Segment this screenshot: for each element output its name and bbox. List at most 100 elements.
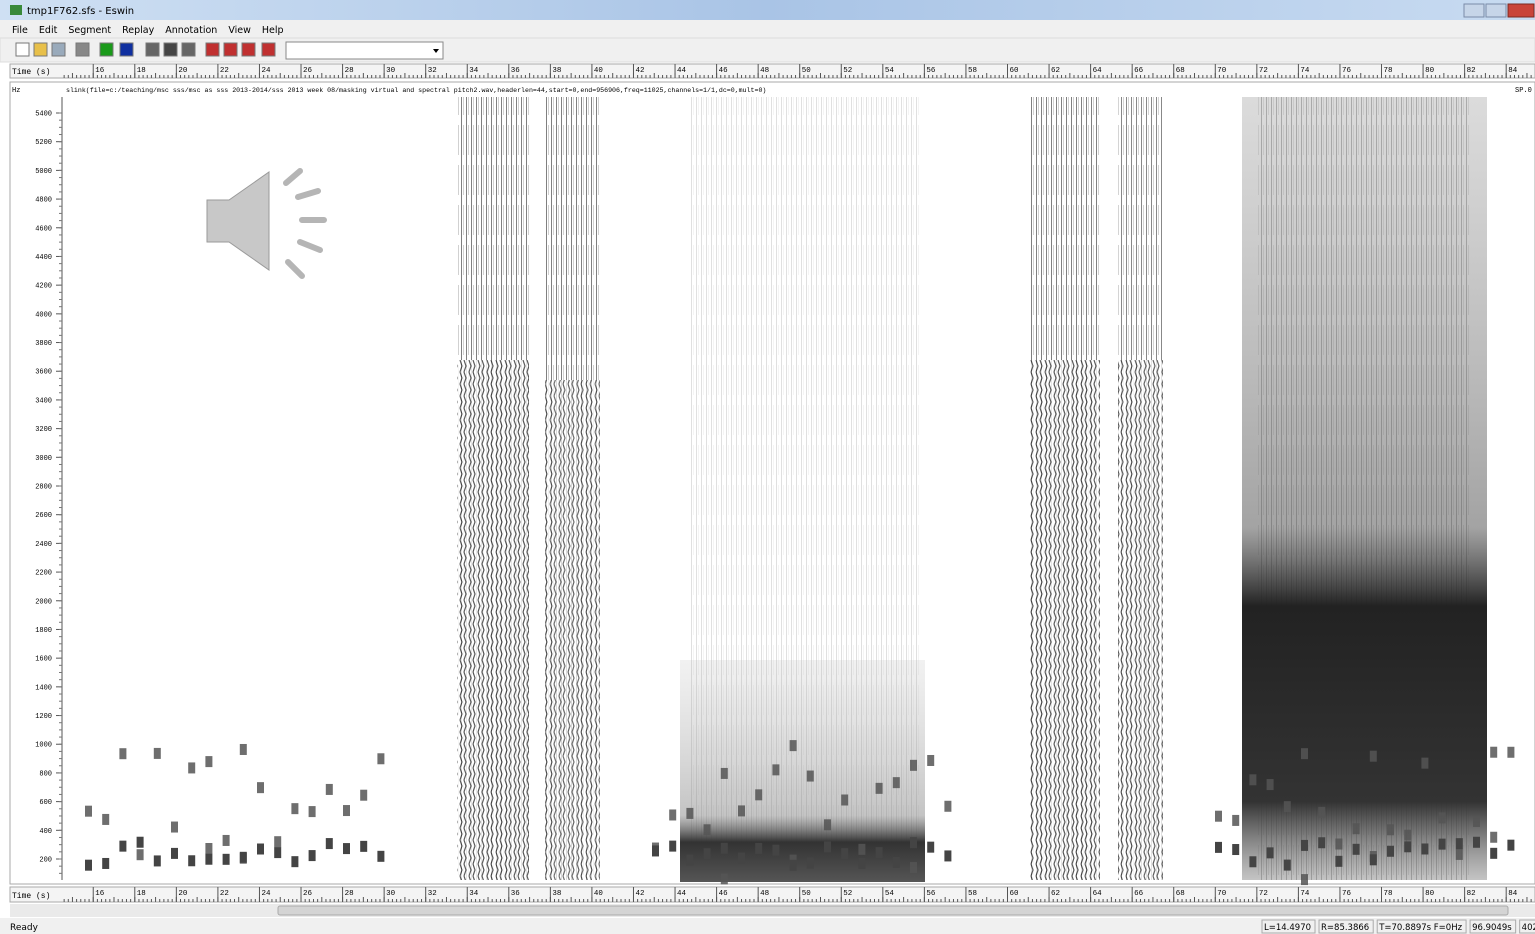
tone-patch — [1267, 847, 1274, 858]
time-tick-label: 38 — [552, 890, 561, 898]
time-tick-label: 84 — [1508, 890, 1518, 898]
toolbar-button[interactable] — [100, 43, 113, 56]
freq-tick-label: 200 — [39, 857, 52, 865]
tone-patch — [893, 857, 900, 868]
time-tick-label: 32 — [428, 890, 437, 898]
time-tick-label: 62 — [1051, 890, 1060, 898]
tone-patch — [171, 848, 178, 859]
tone-patch — [721, 873, 728, 884]
maximize-button[interactable] — [1486, 4, 1506, 17]
tone-patch — [223, 835, 230, 846]
tone-patch — [326, 784, 333, 795]
scrollbar-thumb[interactable] — [278, 906, 1508, 915]
time-tick-label: 44 — [677, 890, 687, 898]
time-tick-label: 24 — [261, 67, 271, 75]
toolbar-button[interactable] — [34, 43, 47, 56]
tone-patch — [1473, 816, 1480, 827]
time-tick-label: 38 — [552, 67, 561, 75]
tone-patch — [360, 841, 367, 852]
tone-patch — [807, 771, 814, 782]
freq-tick-label: 5000 — [35, 168, 52, 176]
time-tick-label: 56 — [926, 890, 936, 898]
toolbar-button[interactable] — [146, 43, 159, 56]
time-tick-label: 48 — [760, 890, 769, 898]
tone-patch — [309, 850, 316, 861]
freq-tick-label: 3400 — [35, 397, 52, 405]
time-tick-label: 18 — [137, 67, 146, 75]
tone-patch — [807, 858, 814, 869]
time-tick-label: 60 — [1009, 67, 1019, 75]
tone-patch — [876, 783, 883, 794]
tone-patch — [721, 843, 728, 854]
toolbar-button[interactable] — [262, 43, 275, 56]
tone-patch — [704, 848, 711, 859]
toolbar-button[interactable] — [182, 43, 195, 56]
tone-patch — [85, 806, 92, 817]
tone-patch — [274, 836, 281, 847]
toolbar-button[interactable] — [206, 43, 219, 56]
menu-item[interactable]: Segment — [68, 25, 111, 36]
tone-patch — [652, 845, 659, 856]
tone-patch — [1421, 758, 1428, 769]
tone-patch — [326, 838, 333, 849]
tone-patch — [1335, 856, 1342, 867]
freq-tick-label: 1000 — [35, 742, 52, 750]
time-tick-label: 16 — [95, 890, 105, 898]
toolbar-button[interactable] — [76, 43, 89, 56]
freq-tick-label: 5200 — [35, 139, 52, 147]
time-tick-label: 26 — [303, 890, 313, 898]
toolbar-button[interactable] — [16, 43, 29, 56]
toolbar-button[interactable] — [164, 43, 177, 56]
info-right: SP.0 — [1515, 87, 1532, 95]
toolbar-button[interactable] — [120, 43, 133, 56]
tone-patch — [1284, 860, 1291, 871]
time-tick-label: 22 — [220, 67, 229, 75]
tone-patch — [85, 860, 92, 871]
tone-patch — [790, 740, 797, 751]
toolbar-button[interactable] — [52, 43, 65, 56]
time-tick-label: 22 — [220, 890, 229, 898]
tone-patch — [154, 855, 161, 866]
tone-patch — [274, 847, 281, 858]
toolbar-button[interactable] — [224, 43, 237, 56]
menu-item[interactable]: Edit — [39, 25, 58, 36]
tone-patch — [927, 755, 934, 766]
freq-tick-label: 4000 — [35, 311, 52, 319]
menu-item[interactable]: Annotation — [165, 25, 217, 36]
time-tick-label: 46 — [719, 67, 729, 75]
menu-item[interactable]: Help — [262, 25, 284, 36]
tone-patch — [360, 790, 367, 801]
menu-item[interactable]: File — [12, 25, 28, 36]
toolbar-button[interactable] — [242, 43, 255, 56]
menu-item[interactable]: Replay — [122, 25, 155, 36]
tone-patch — [790, 860, 797, 871]
tone-patch — [343, 805, 350, 816]
minimize-button[interactable] — [1464, 4, 1484, 17]
tone-patch — [1301, 748, 1308, 759]
tone-patch — [1456, 838, 1463, 849]
time-tick-label: 68 — [1176, 67, 1185, 75]
time-tick-label: 54 — [885, 890, 895, 898]
tone-patch — [1439, 839, 1446, 850]
tone-patch — [205, 756, 212, 767]
tone-patch — [377, 851, 384, 862]
tone-patch — [841, 794, 848, 805]
tone-patch — [1353, 844, 1360, 855]
tone-patch — [1232, 815, 1239, 826]
tone-patch — [1249, 774, 1256, 785]
freq-tick-label: 3600 — [35, 369, 52, 377]
freq-tick-label: 5400 — [35, 111, 52, 119]
menu-item[interactable]: View — [228, 25, 251, 36]
tone-patch — [119, 841, 126, 852]
time-tick-label: 48 — [760, 67, 769, 75]
tone-patch — [1490, 848, 1497, 859]
close-button[interactable] — [1508, 4, 1534, 17]
tone-patch — [223, 854, 230, 865]
tone-patch — [1335, 839, 1342, 850]
tone-patch — [1370, 854, 1377, 865]
time-tick-label: 74 — [1300, 67, 1310, 75]
dropdown[interactable] — [286, 42, 443, 59]
time-tick-label: 56 — [926, 67, 936, 75]
freq-tick-label: 400 — [39, 828, 52, 836]
freq-axis-label: Hz — [12, 87, 20, 95]
